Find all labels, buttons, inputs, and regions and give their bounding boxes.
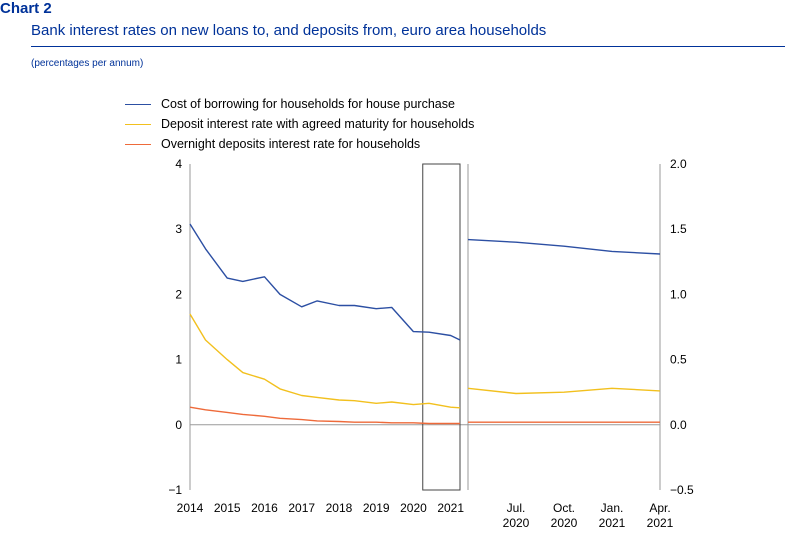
left-y-tick-label: 1	[175, 353, 182, 367]
highlight-box	[422, 163, 461, 491]
left-x-tick-label: 2018	[326, 501, 353, 515]
legend-label-deposit: Deposit interest rate with agreed maturi…	[161, 117, 475, 131]
left-y-tick-label: 0	[175, 418, 182, 432]
right-series-borrowing	[467, 238, 661, 255]
left-x-tick-label: 2021	[437, 501, 464, 515]
right-series-deposit	[467, 387, 661, 395]
left-x-tick-label: 2014	[177, 501, 204, 515]
right-x-tick-year: 2021	[647, 516, 674, 530]
right-x-tick-label: Oct.	[553, 501, 575, 515]
right-y-tick-label: −0.5	[670, 483, 694, 497]
left-y-tick-label: 3	[175, 222, 182, 236]
left-x-tick-label: 2015	[214, 501, 241, 515]
title-rule	[31, 46, 785, 47]
right-y-tick-label: 0.0	[670, 418, 687, 432]
right-x-tick-year: 2020	[551, 516, 578, 530]
legend-swatch-overnight	[125, 143, 151, 145]
chart-title: Bank interest rates on new loans to, and…	[31, 22, 547, 39]
legend-swatch-borrowing	[125, 103, 151, 105]
left-series-overnight	[189, 406, 460, 425]
left-x-tick-label: 2016	[251, 501, 278, 515]
legend-item-borrowing: Cost of borrowing for households for hou…	[125, 94, 474, 114]
legend-label-borrowing: Cost of borrowing for households for hou…	[161, 97, 455, 111]
right-y-tick-label: 1.5	[670, 222, 687, 236]
right-x-tick-label: Jan.	[601, 501, 624, 515]
left-y-tick-label: 4	[175, 157, 182, 171]
right-x-tick-year: 2021	[599, 516, 626, 530]
units-label: (percentages per annum)	[31, 58, 144, 69]
right-x-tick-label: Apr.	[649, 501, 670, 515]
legend-swatch-deposit	[125, 123, 151, 125]
left-y-tick-label: 2	[175, 287, 182, 301]
right-y-tick-label: 1.0	[670, 287, 687, 301]
legend-label-overnight: Overnight deposits interest rate for hou…	[161, 137, 421, 151]
legend-item-overnight: Overnight deposits interest rate for hou…	[125, 134, 474, 154]
chart-label: Chart 2	[0, 0, 52, 17]
left-series-borrowing	[189, 223, 461, 341]
left-x-tick-label: 2017	[288, 501, 315, 515]
left-x-tick-label: 2019	[363, 501, 390, 515]
right-y-tick-label: 0.5	[670, 353, 687, 367]
right-x-tick-year: 2020	[503, 516, 530, 530]
legend-item-deposit: Deposit interest rate with agreed maturi…	[125, 114, 474, 134]
right-x-tick-label: Jul.	[507, 501, 526, 515]
right-y-tick-label: 2.0	[670, 157, 687, 171]
legend: Cost of borrowing for households for hou…	[125, 94, 474, 154]
left-y-tick-label: −1	[168, 483, 182, 497]
left-x-tick-label: 2020	[400, 501, 427, 515]
left-series-deposit	[189, 313, 461, 409]
